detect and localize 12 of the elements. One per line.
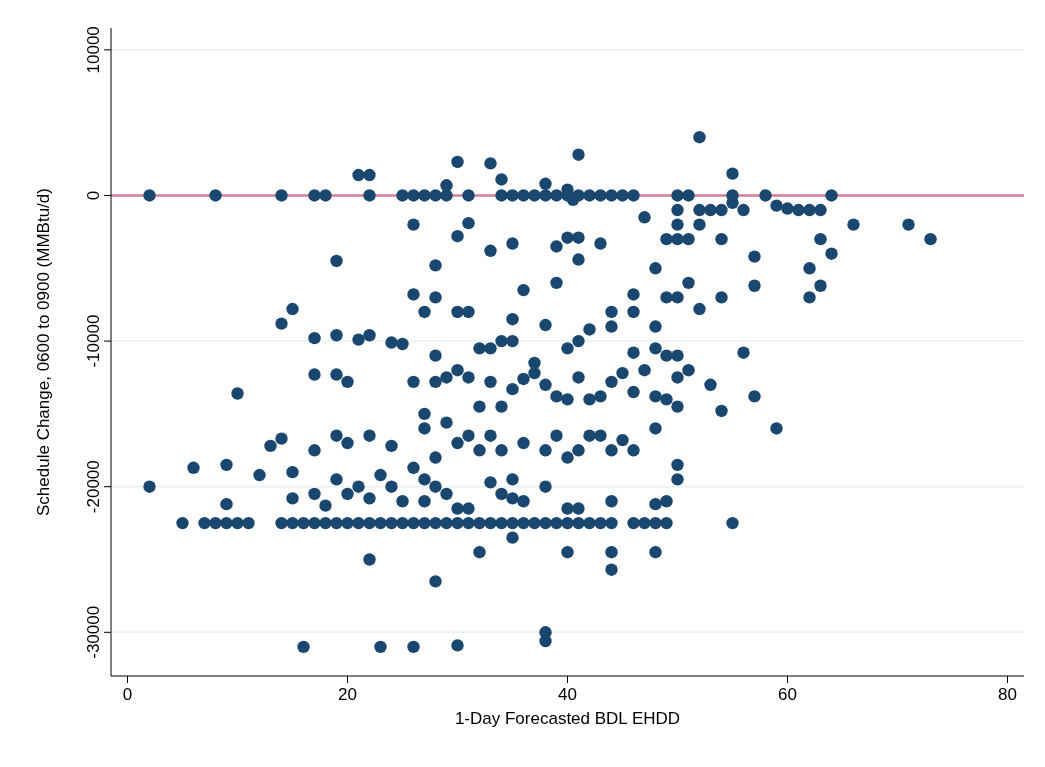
- y-axis-title: Schedule Change, 0600 to 0900 (MMBtu/d): [34, 188, 53, 516]
- y-tick-label: 0: [84, 190, 103, 201]
- x-tick-label: 20: [338, 685, 357, 704]
- x-tick-label: 80: [998, 685, 1017, 704]
- y-tick-label: -20000: [84, 460, 103, 514]
- x-tick-label: 60: [778, 685, 797, 704]
- x-tick-label: 40: [558, 685, 577, 704]
- x-axis-title: 1-Day Forecasted BDL EHDD: [454, 709, 681, 728]
- x-tick-label: 0: [122, 685, 133, 704]
- y-tick-label: -30000: [84, 605, 103, 659]
- y-tick-label: 10000: [84, 26, 103, 74]
- y-tick-label: -10000: [84, 314, 103, 368]
